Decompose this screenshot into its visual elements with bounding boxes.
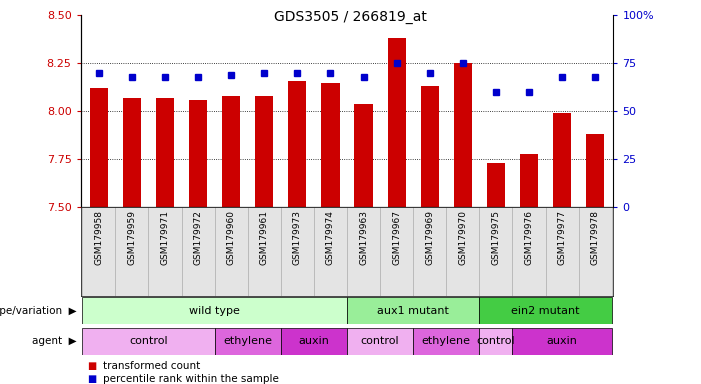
Bar — [255, 96, 273, 207]
Bar — [82, 328, 215, 355]
Bar — [90, 88, 108, 207]
Bar — [288, 81, 306, 207]
Bar — [421, 86, 439, 207]
Bar — [281, 328, 347, 355]
Bar — [123, 98, 141, 207]
Bar — [156, 98, 174, 207]
Bar — [222, 96, 240, 207]
Bar — [347, 328, 413, 355]
Text: percentile rank within the sample: percentile rank within the sample — [103, 374, 279, 384]
Bar — [578, 207, 612, 296]
Text: GSM179973: GSM179973 — [293, 210, 302, 265]
Bar — [82, 207, 116, 296]
Text: auxin: auxin — [299, 336, 329, 346]
Bar — [388, 38, 406, 207]
Bar — [355, 104, 373, 207]
Text: GSM179977: GSM179977 — [557, 210, 566, 265]
Bar — [314, 207, 347, 296]
Bar — [116, 207, 149, 296]
Text: GSM179959: GSM179959 — [128, 210, 137, 265]
Text: GSM179958: GSM179958 — [95, 210, 103, 265]
Bar — [553, 113, 571, 207]
Bar — [82, 297, 347, 324]
Bar — [545, 207, 578, 296]
Bar — [512, 328, 612, 355]
Bar — [586, 134, 604, 207]
Text: ■: ■ — [88, 374, 97, 384]
Text: aux1 mutant: aux1 mutant — [377, 306, 449, 316]
Bar — [189, 100, 207, 207]
Bar — [182, 207, 215, 296]
Text: transformed count: transformed count — [103, 361, 200, 371]
Bar — [347, 207, 380, 296]
Bar — [321, 83, 339, 207]
Bar — [215, 328, 281, 355]
Bar — [479, 328, 512, 355]
Text: wild type: wild type — [189, 306, 240, 316]
Bar — [479, 297, 612, 324]
Text: auxin: auxin — [547, 336, 578, 346]
Text: genotype/variation  ▶: genotype/variation ▶ — [0, 306, 77, 316]
Text: GSM179971: GSM179971 — [161, 210, 170, 265]
Text: control: control — [361, 336, 400, 346]
Text: GSM179960: GSM179960 — [226, 210, 236, 265]
Bar — [281, 207, 314, 296]
Text: GSM179972: GSM179972 — [193, 210, 203, 265]
Bar — [454, 63, 472, 207]
Bar — [347, 297, 479, 324]
Text: ein2 mutant: ein2 mutant — [511, 306, 580, 316]
Text: ethylene: ethylene — [422, 336, 471, 346]
Bar — [149, 207, 182, 296]
Bar — [380, 207, 413, 296]
Bar — [215, 207, 247, 296]
Text: GSM179967: GSM179967 — [392, 210, 401, 265]
Bar — [520, 154, 538, 207]
Text: GSM179976: GSM179976 — [524, 210, 533, 265]
Text: GSM179974: GSM179974 — [326, 210, 335, 265]
Bar — [512, 207, 545, 296]
Text: agent  ▶: agent ▶ — [32, 336, 77, 346]
Text: GDS3505 / 266819_at: GDS3505 / 266819_at — [274, 10, 427, 23]
Text: control: control — [129, 336, 168, 346]
Bar — [413, 328, 479, 355]
Text: GSM179975: GSM179975 — [491, 210, 501, 265]
Text: GSM179969: GSM179969 — [426, 210, 434, 265]
Text: GSM179961: GSM179961 — [260, 210, 268, 265]
Bar — [479, 207, 512, 296]
Text: GSM179963: GSM179963 — [359, 210, 368, 265]
Text: ■: ■ — [88, 361, 97, 371]
Bar — [247, 207, 281, 296]
Text: GSM179970: GSM179970 — [458, 210, 468, 265]
Text: ethylene: ethylene — [223, 336, 272, 346]
Text: GSM179978: GSM179978 — [591, 210, 599, 265]
Bar — [447, 207, 479, 296]
Bar — [486, 163, 505, 207]
Text: control: control — [477, 336, 515, 346]
Bar — [413, 207, 447, 296]
